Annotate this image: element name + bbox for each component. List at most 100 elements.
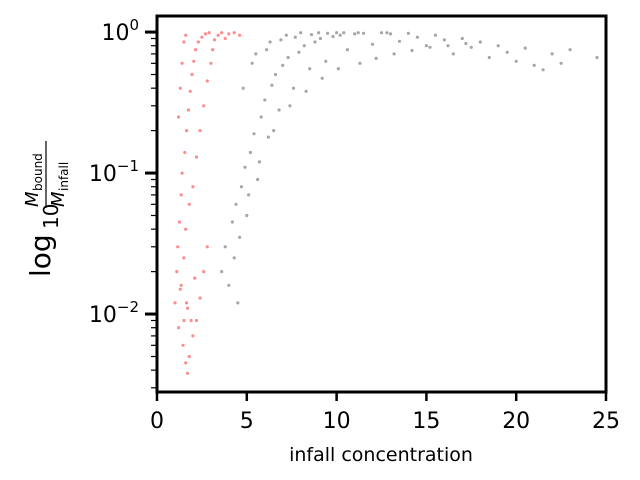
- data-point: [252, 132, 256, 136]
- data-point: [265, 48, 269, 52]
- data-point: [302, 44, 306, 48]
- data-point: [532, 63, 536, 67]
- data-point: [541, 68, 545, 72]
- y-axis-label-denominator-sub: infall: [57, 162, 71, 191]
- data-point: [254, 52, 258, 56]
- data-point: [460, 36, 464, 41]
- data-point: [428, 45, 432, 49]
- data-point: [370, 42, 375, 46]
- data-point: [284, 33, 288, 37]
- data-point: [236, 301, 240, 305]
- data-point: [230, 220, 234, 224]
- data-point: [191, 334, 195, 338]
- data-point: [241, 86, 245, 90]
- data-point: [192, 59, 196, 63]
- data-point: [182, 40, 186, 44]
- data-point: [177, 220, 181, 224]
- data-point: [496, 44, 500, 48]
- series-red-points: [173, 31, 242, 375]
- data-point: [194, 48, 198, 52]
- data-point: [259, 115, 263, 119]
- data-point: [232, 256, 236, 260]
- data-point: [256, 177, 260, 182]
- data-point: [317, 31, 321, 35]
- data-point: [178, 287, 182, 291]
- data-point: [187, 354, 191, 359]
- data-point: [198, 296, 202, 300]
- data-point: [338, 33, 342, 37]
- data-point: [299, 31, 303, 35]
- data-point: [266, 135, 270, 139]
- data-point: [279, 38, 283, 42]
- data-point: [182, 256, 186, 260]
- data-point: [209, 61, 213, 65]
- data-point: [342, 31, 346, 35]
- plot-background: [157, 16, 606, 392]
- data-point: [220, 270, 224, 274]
- data-point: [216, 33, 220, 37]
- data-point: [478, 40, 482, 44]
- y-axis-label-prefix: log: [24, 234, 57, 277]
- data-point: [293, 35, 297, 39]
- data-point: [245, 213, 249, 218]
- data-point: [288, 104, 292, 108]
- data-point: [220, 31, 224, 35]
- data-point: [406, 31, 410, 35]
- data-point: [514, 59, 518, 63]
- data-point: [176, 245, 180, 249]
- data-point: [184, 33, 188, 37]
- data-point: [505, 50, 509, 54]
- data-point: [273, 72, 278, 77]
- data-point: [187, 202, 191, 206]
- x-tick-label: 5: [240, 409, 254, 434]
- x-tick-label: 20: [502, 409, 530, 434]
- data-point: [464, 41, 468, 46]
- data-point: [313, 40, 317, 44]
- data-point: [194, 155, 199, 159]
- data-point: [223, 36, 227, 41]
- data-point: [191, 185, 195, 189]
- data-point: [205, 245, 209, 249]
- data-point: [211, 48, 215, 52]
- data-point: [568, 48, 572, 52]
- data-point: [487, 55, 491, 60]
- data-point: [326, 31, 330, 35]
- data-point: [185, 301, 189, 305]
- data-point: [433, 33, 437, 37]
- data-point: [177, 326, 181, 330]
- data-point: [234, 202, 238, 206]
- data-point: [281, 63, 285, 67]
- data-point: [188, 89, 192, 93]
- data-point: [193, 276, 197, 280]
- y-axis-label: log 10 M bound M infall: [22, 141, 71, 277]
- data-point: [181, 343, 185, 347]
- data-point: [238, 235, 242, 239]
- y-axis-label-denominator: M: [48, 191, 69, 207]
- data-point: [442, 38, 446, 42]
- data-point: [247, 193, 251, 197]
- data-point: [277, 108, 281, 112]
- data-point: [335, 31, 339, 35]
- data-point: [212, 38, 217, 42]
- x-axis-ticks: 0 5 10 15 20 25: [150, 392, 620, 434]
- y-tick-label: 100: [101, 16, 139, 46]
- data-point: [190, 72, 194, 77]
- data-point: [374, 56, 378, 61]
- data-point: [205, 79, 209, 83]
- data-point: [173, 301, 177, 305]
- data-point: [469, 45, 473, 49]
- data-point: [451, 52, 455, 56]
- data-point: [358, 61, 362, 65]
- data-point: [595, 55, 599, 60]
- data-point: [308, 67, 312, 71]
- data-point: [250, 61, 254, 65]
- data-point: [227, 283, 231, 287]
- data-point: [270, 83, 274, 87]
- y-tick-label: 10−2: [89, 298, 139, 328]
- data-point: [238, 33, 242, 37]
- data-point: [184, 361, 188, 365]
- data-point: [272, 129, 276, 133]
- data-point: [345, 48, 349, 52]
- data-point: [243, 165, 247, 169]
- data-point: [385, 31, 389, 35]
